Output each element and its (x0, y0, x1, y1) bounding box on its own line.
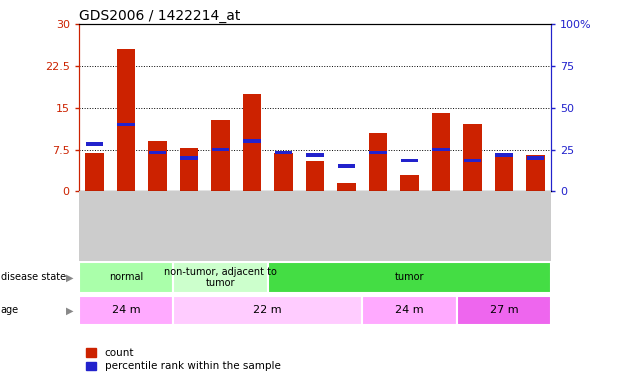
Text: disease state: disease state (1, 273, 66, 282)
Bar (306, 153, 324, 157)
Bar (211, 120, 230, 191)
Text: ▶: ▶ (66, 305, 74, 315)
Bar (79, 262, 173, 292)
Bar (79, 296, 173, 325)
Text: tumor: tumor (395, 273, 424, 282)
Bar (400, 174, 419, 191)
Bar (306, 160, 324, 191)
Bar (180, 156, 198, 160)
Text: 24 m: 24 m (395, 305, 424, 315)
Bar (274, 153, 293, 191)
Bar (526, 155, 545, 191)
Legend: count, percentile rank within the sample: count, percentile rank within the sample (84, 346, 283, 374)
Bar (362, 296, 457, 325)
Bar (117, 50, 135, 191)
Text: age: age (1, 305, 19, 315)
Text: 22 m: 22 m (253, 305, 282, 315)
Bar (432, 113, 450, 191)
Bar (173, 262, 268, 292)
Bar (463, 124, 482, 191)
Bar (401, 159, 418, 162)
Bar (148, 141, 167, 191)
Text: 27 m: 27 m (490, 305, 518, 315)
Bar (149, 150, 166, 154)
Bar (464, 159, 481, 162)
Bar (268, 262, 551, 292)
Bar (337, 183, 356, 191)
Bar (495, 153, 513, 191)
Text: 24 m: 24 m (112, 305, 140, 315)
Bar (338, 164, 355, 168)
Bar (243, 140, 261, 143)
Text: non-tumor, adjacent to
tumor: non-tumor, adjacent to tumor (164, 267, 277, 288)
Bar (369, 150, 387, 154)
Bar (85, 153, 104, 191)
Bar (173, 296, 362, 325)
Bar (369, 133, 387, 191)
Bar (495, 153, 513, 157)
Bar (432, 148, 450, 152)
Bar (457, 296, 551, 325)
Text: GDS2006 / 1422214_at: GDS2006 / 1422214_at (79, 9, 240, 23)
Bar (243, 94, 261, 191)
Bar (527, 156, 544, 160)
Bar (117, 123, 135, 126)
Bar (275, 150, 292, 154)
Bar (86, 142, 103, 146)
Text: normal: normal (109, 273, 143, 282)
Text: ▶: ▶ (66, 273, 74, 282)
Bar (212, 148, 229, 152)
Bar (180, 148, 198, 191)
